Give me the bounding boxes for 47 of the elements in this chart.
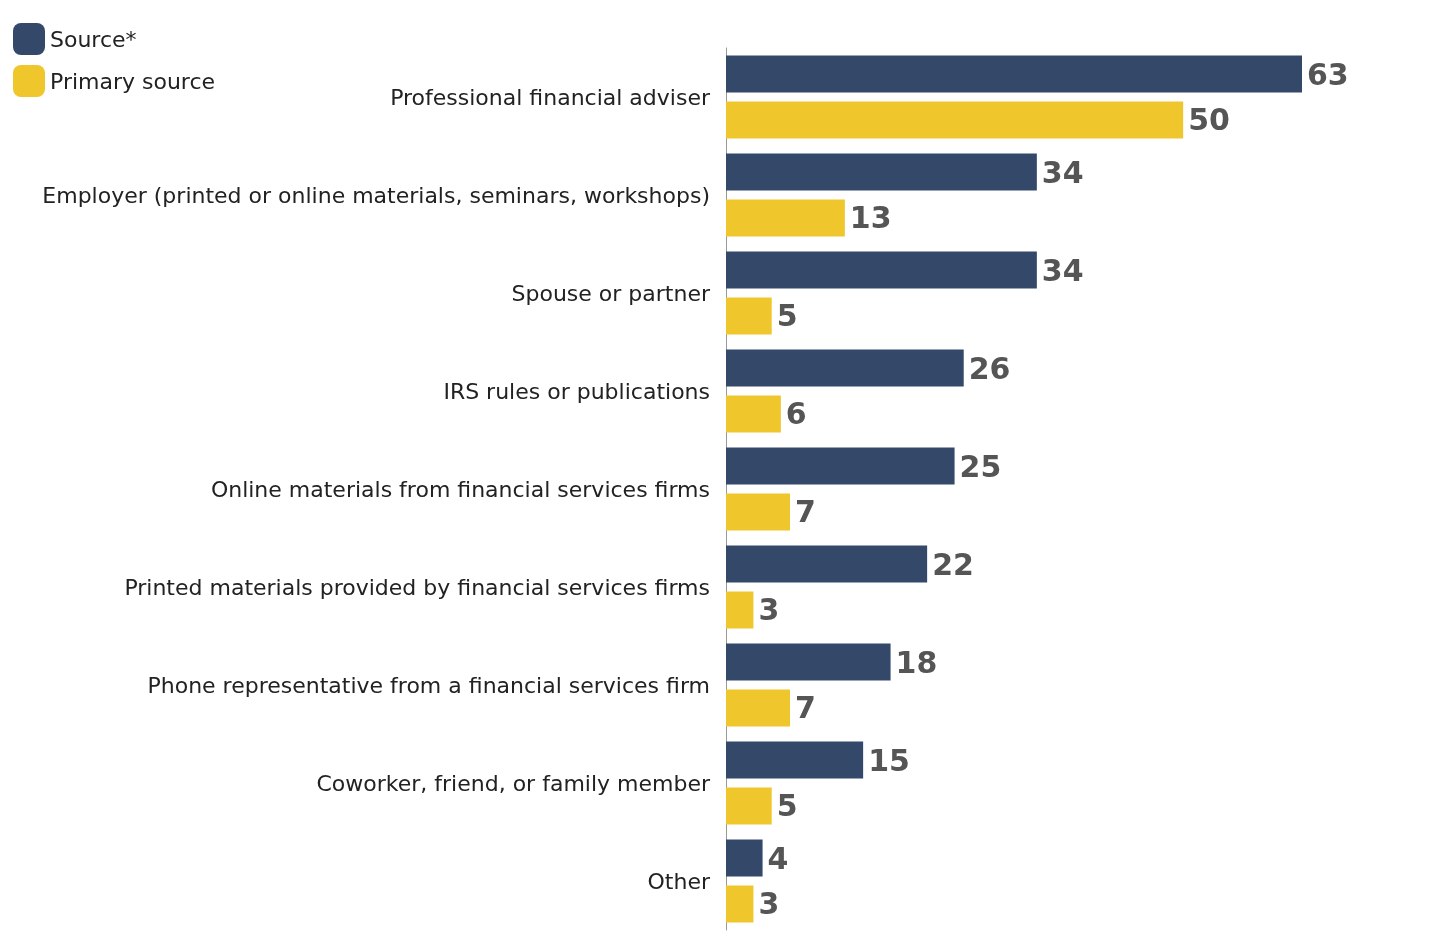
bar [726,689,790,727]
y-tick-label: Spouse or partner [511,280,711,306]
bar [726,885,754,923]
y-tick-label: Other [647,868,711,894]
data-label: 3 [758,592,780,628]
data-label: 34 [1041,154,1084,190]
bar [726,591,754,629]
bar [726,297,772,335]
data-label: 18 [895,644,938,680]
bar [726,349,964,387]
y-tick-label: IRS rules or publications [443,378,710,404]
data-label: 13 [849,200,892,236]
bar [726,839,763,877]
bar [726,101,1184,139]
bar [726,545,928,583]
y-tick-label: Professional financial adviser [390,84,711,110]
y-tick-label: Printed materials provided by financial services firms [124,574,710,600]
data-label: 6 [785,396,807,432]
bar [726,395,781,433]
y-tick-label: Coworker, friend, or family member [316,770,711,796]
data-label: 26 [968,350,1011,386]
bar [726,741,864,779]
y-tick-label: Online materials from financial services firms [210,476,710,502]
data-label: 34 [1041,252,1084,288]
y-tick-label: Phone representative from a financial services firm [147,672,710,698]
data-label: 50 [1188,102,1230,138]
bar [726,153,1037,191]
data-label: 5 [776,298,798,334]
bar [726,447,955,485]
legend-label: Source* [50,26,137,52]
data-label: 4 [767,840,789,876]
data-label: 25 [959,448,1002,484]
bar [726,643,891,681]
data-label: 7 [795,494,816,530]
data-label: 3 [758,886,780,922]
bar [726,251,1037,289]
bar [726,787,772,825]
y-tick-label: Employer (printed or online materials, seminars, workshops) [42,182,710,208]
bar [726,199,845,237]
data-label: 5 [776,788,798,824]
data-label: 15 [868,742,910,778]
data-label: 63 [1307,56,1349,92]
data-label: 22 [932,546,974,582]
bar [726,493,790,531]
data-label: 7 [795,690,816,726]
legend-label: Primary source [50,68,216,94]
bar [726,55,1302,93]
